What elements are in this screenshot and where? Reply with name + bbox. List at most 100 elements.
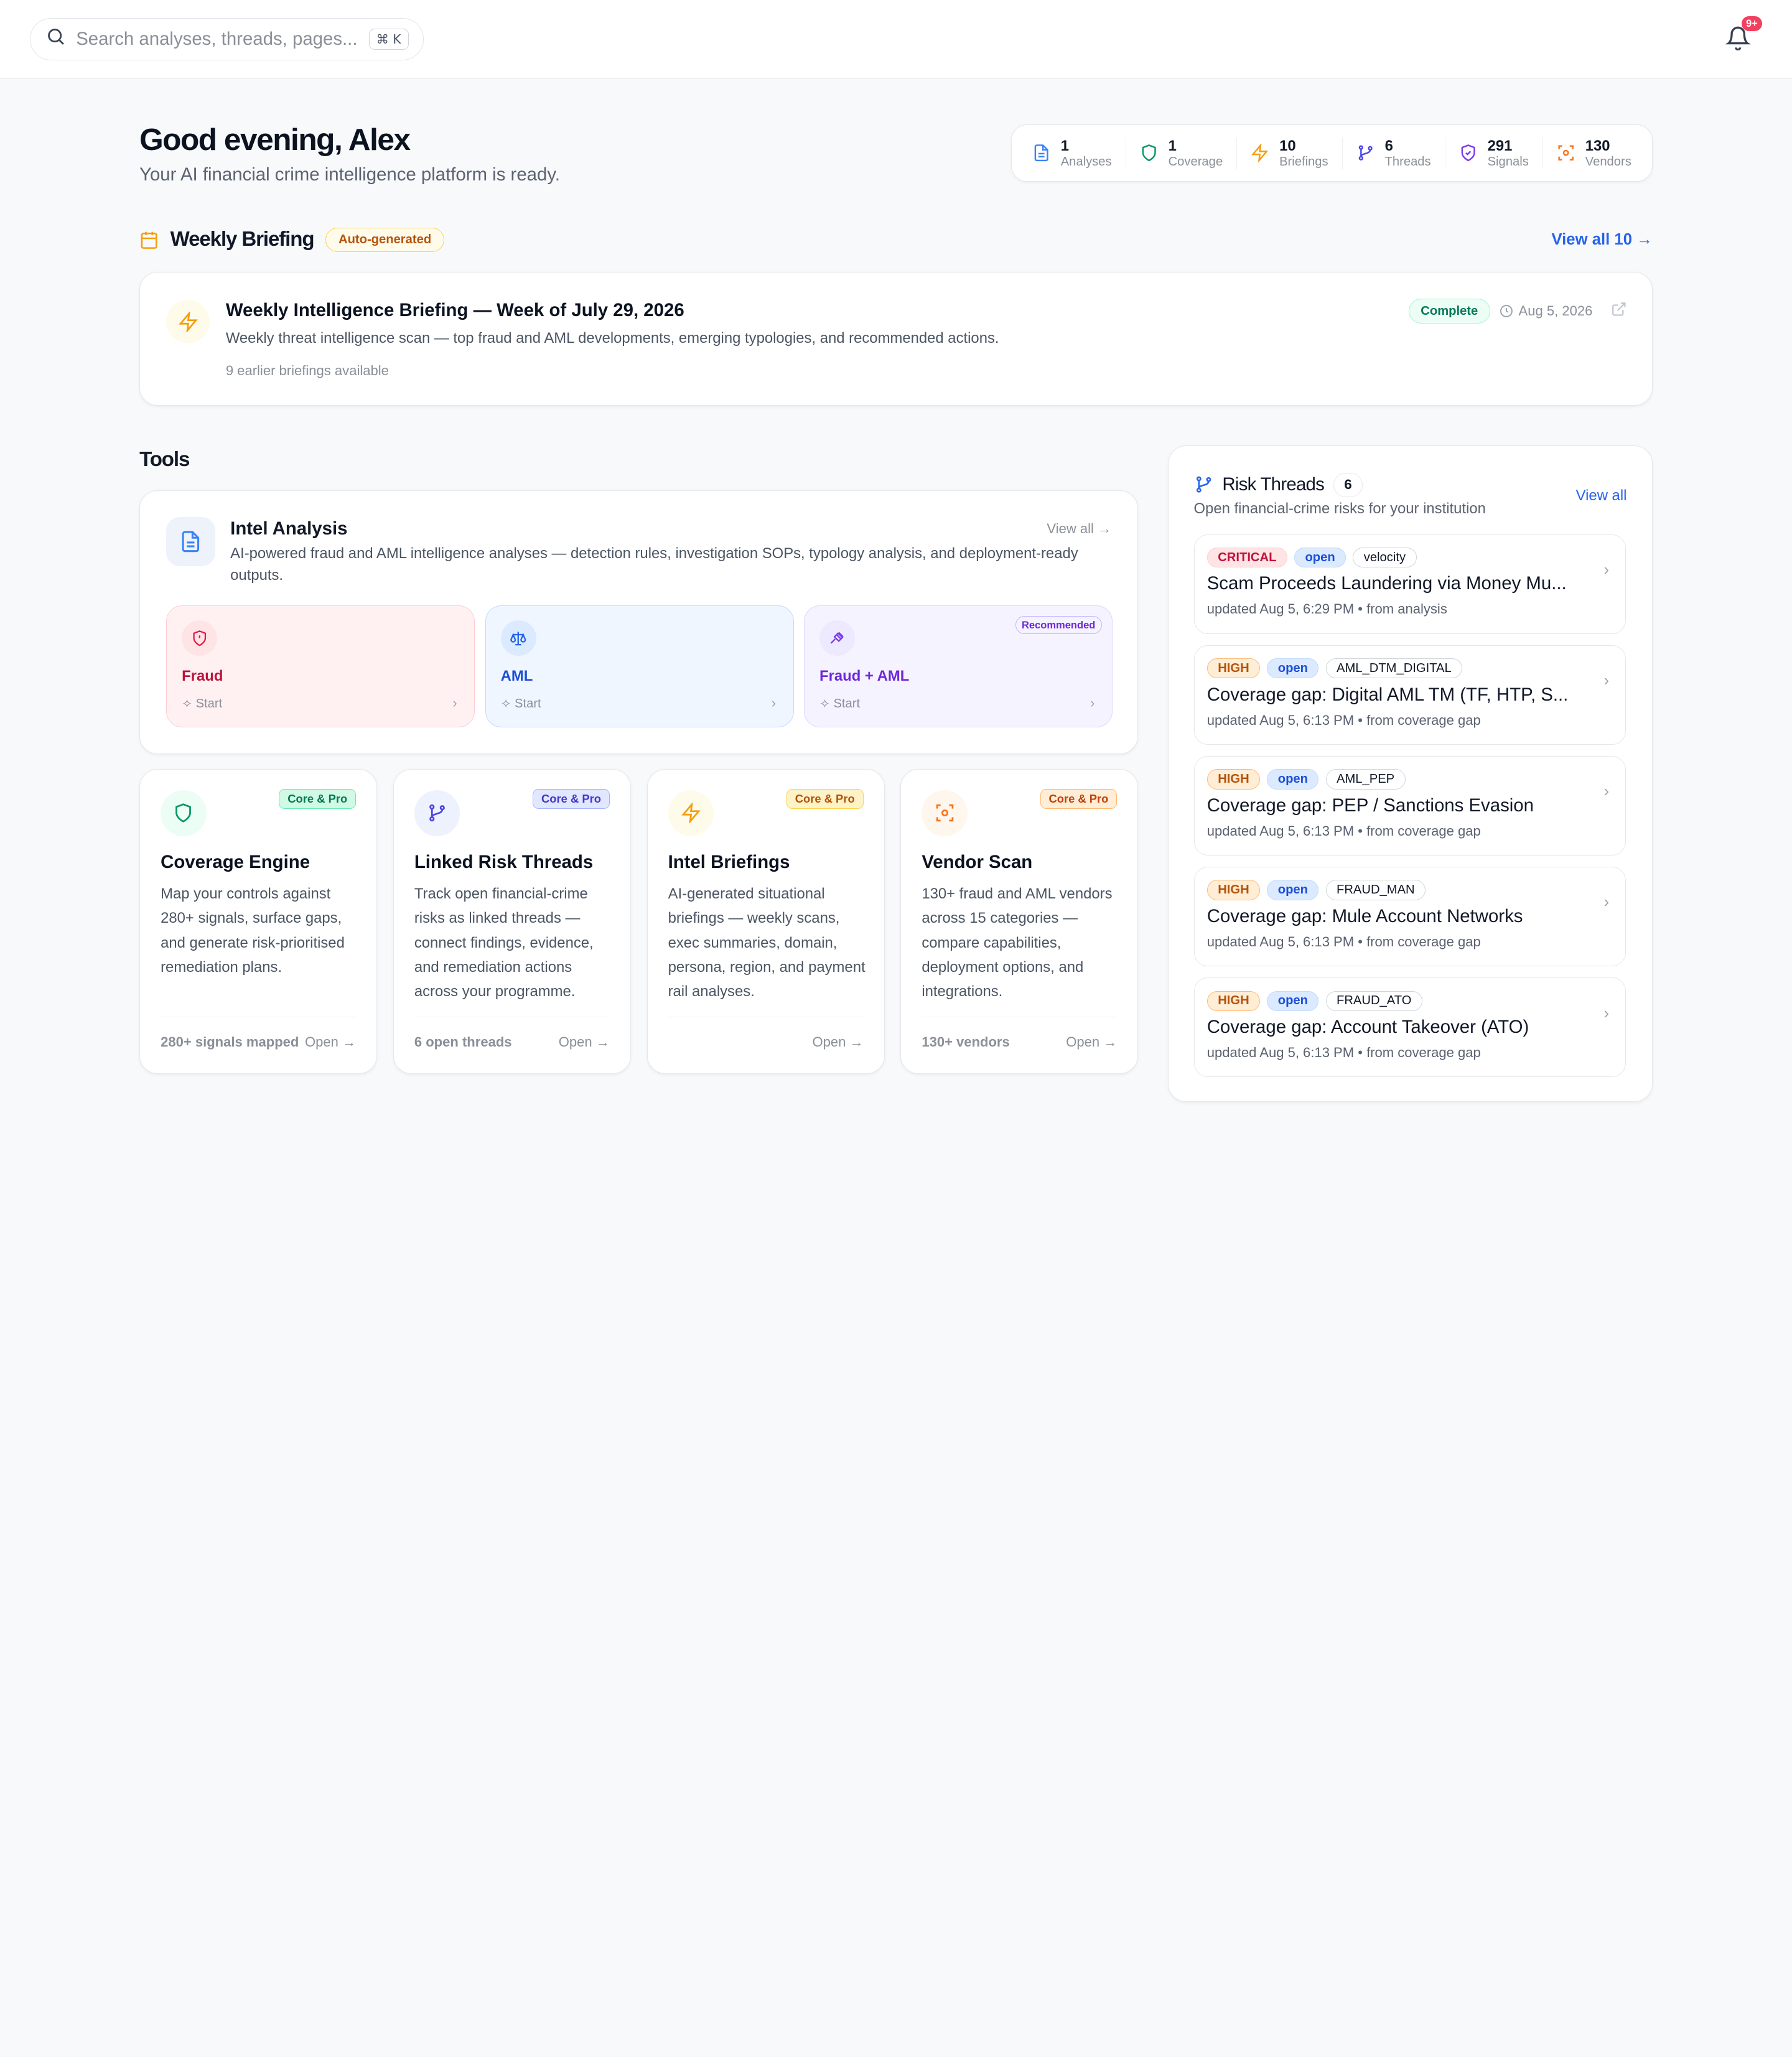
- tools-heading: Tools: [139, 447, 190, 471]
- dashboard-page: ⌘ K 9+ Good evening, Alex Your AI financ…: [0, 0, 1792, 1102]
- risk-threads-view-all[interactable]: View all: [1575, 487, 1627, 505]
- recommended-badge: Recommended: [1015, 616, 1102, 635]
- chevron-right-icon: ›: [1603, 672, 1610, 690]
- thread-meta: updated Aug 5, 6:13 PM • from coverage g…: [1206, 933, 1481, 949]
- thread-item[interactable]: CRITICAL open velocity Scam Proceeds Lau…: [1193, 534, 1626, 634]
- risk-threads-panel: Risk Threads 6 Open financial-crime risk…: [1168, 445, 1653, 1102]
- stat-signals[interactable]: 291 Signals: [1445, 137, 1543, 169]
- stat-vendors[interactable]: 130 Vendors: [1543, 138, 1645, 169]
- stat-label: Vendors: [1585, 154, 1631, 169]
- tier-badge: Core & Pro: [1040, 789, 1118, 809]
- chevron-right-icon: ›: [452, 694, 457, 711]
- external-link-icon[interactable]: [1611, 301, 1627, 322]
- tool-description: 130+ fraud and AML vendors across 15 cat…: [922, 885, 1113, 1001]
- intel-briefings-card[interactable]: Core & Pro Intel Briefings AI-generated …: [646, 769, 885, 1075]
- page-subtitle: Your AI financial crime intelligence pla…: [139, 164, 561, 185]
- status-badge: open: [1267, 769, 1319, 790]
- thread-title: Coverage gap: Account Takeover (ATO): [1206, 1017, 1529, 1038]
- open-link[interactable]: Open →: [1066, 1034, 1118, 1050]
- sparkle-icon: ✧: [500, 697, 511, 711]
- tool-name: Vendor Scan: [922, 852, 1033, 873]
- intel-title: Intel Analysis: [230, 518, 348, 539]
- stat-threads[interactable]: 6 Threads: [1343, 137, 1445, 169]
- vendor-icon-wrap: [922, 790, 968, 836]
- chevron-right-icon: ›: [1090, 694, 1095, 711]
- aml-option[interactable]: AML ✧ Start ›: [485, 605, 794, 728]
- tool-name: Intel Briefings: [668, 852, 790, 873]
- stat-analyses[interactable]: 1 Analyses: [1019, 137, 1126, 169]
- thread-meta: updated Aug 5, 6:13 PM • from coverage g…: [1206, 712, 1481, 728]
- scan-icon: [936, 805, 953, 822]
- thread-tags: CRITICAL open velocity: [1206, 547, 1613, 568]
- thread-title: Coverage gap: Mule Account Networks: [1206, 905, 1523, 926]
- document-icon: [1034, 144, 1048, 162]
- tool-stat: 280+ signals mapped: [161, 1034, 299, 1050]
- thread-meta: updated Aug 5, 6:29 PM • from analysis: [1206, 601, 1447, 617]
- clock-icon: [1500, 305, 1513, 318]
- branch-icon: [429, 805, 445, 822]
- thread-meta: updated Aug 5, 6:13 PM • from coverage g…: [1206, 1045, 1481, 1061]
- thread-item[interactable]: HIGH open AML_PEP Coverage gap: PEP / Sa…: [1193, 756, 1626, 856]
- option-name: AML: [500, 667, 533, 684]
- page-title: Good evening, Alex: [139, 121, 411, 157]
- fraud-aml-option[interactable]: Recommended Fraud + AML ✧ Start ›: [804, 605, 1113, 728]
- tool-stat: 6 open threads: [414, 1034, 512, 1050]
- greeting-block: Good evening, Alex Your AI financial cri…: [139, 121, 560, 185]
- view-all-briefings-link[interactable]: View all 10 →: [1551, 230, 1653, 248]
- lightning-icon: [1251, 144, 1269, 162]
- chevron-right-icon: ›: [1603, 893, 1610, 912]
- notifications-badge: 9+: [1741, 16, 1763, 31]
- thread-meta: updated Aug 5, 6:13 PM • from coverage g…: [1206, 823, 1481, 839]
- briefing-card[interactable]: Weekly Intelligence Briefing — Week of J…: [139, 272, 1653, 406]
- thread-item[interactable]: HIGH open AML_DTM_DIGITAL Coverage gap: …: [1193, 645, 1626, 745]
- briefing-description: Weekly threat intelligence scan — top fr…: [225, 329, 999, 347]
- tool-footer: 280+ signals mapped Open →: [161, 1016, 357, 1051]
- signal-tag: FRAUD_MAN: [1325, 880, 1426, 900]
- start-text: Start: [833, 696, 861, 711]
- tool-name: Linked Risk Threads: [414, 852, 594, 873]
- risk-threads-title: Risk Threads: [1222, 474, 1325, 495]
- vendor-scan-card[interactable]: Core & Pro Vendor Scan 130+ fraud and AM…: [900, 769, 1139, 1075]
- shield-check-icon: [1461, 144, 1475, 162]
- fraud-option[interactable]: Fraud ✧ Start ›: [166, 605, 475, 728]
- thread-item[interactable]: HIGH open FRAUD_ATO Coverage gap: Accoun…: [1193, 977, 1626, 1078]
- tier-badge: Core & Pro: [533, 789, 610, 809]
- lightning-icon: [178, 311, 198, 332]
- linked-risk-threads-card[interactable]: Core & Pro Linked Risk Threads Track ope…: [393, 769, 631, 1075]
- open-link[interactable]: Open →: [558, 1034, 610, 1050]
- stat-briefings[interactable]: 10 Briefings: [1237, 137, 1343, 169]
- chevron-right-icon: ›: [1603, 1004, 1610, 1022]
- thread-tags: HIGH open AML_DTM_DIGITAL: [1206, 658, 1613, 679]
- thread-tags: HIGH open AML_PEP: [1206, 769, 1613, 790]
- status-badge: open: [1267, 880, 1319, 900]
- stat-label: Threads: [1384, 154, 1431, 169]
- search-box[interactable]: ⌘ K: [29, 17, 424, 60]
- gavel-icon: [830, 632, 844, 644]
- tool-description: Track open financial-crime risks as link…: [414, 885, 594, 1001]
- status-badge: open: [1267, 658, 1319, 679]
- document-icon: [182, 531, 200, 553]
- search-input[interactable]: [76, 28, 359, 50]
- start-label: ✧ Start: [182, 696, 222, 712]
- top-bar: ⌘ K 9+: [0, 0, 1792, 79]
- auto-generated-badge: Auto-generated: [325, 227, 445, 253]
- tool-stat: 130+ vendors: [922, 1034, 1010, 1050]
- fraud-aml-icon: [819, 620, 855, 656]
- tool-name: Coverage Engine: [161, 852, 310, 873]
- thread-item[interactable]: HIGH open FRAUD_MAN Coverage gap: Mule A…: [1193, 867, 1626, 966]
- notifications-button[interactable]: 9+: [1725, 16, 1763, 53]
- open-link[interactable]: Open →: [304, 1034, 357, 1050]
- risk-threads-subtitle: Open financial-crime risks for your inst…: [1193, 500, 1486, 517]
- coverage-engine-card[interactable]: Core & Pro Coverage Engine Map your cont…: [139, 769, 378, 1075]
- intel-analysis-card: Intel Analysis AI-powered fraud and AML …: [139, 490, 1139, 755]
- tool-cards: Core & Pro Coverage Engine Map your cont…: [139, 769, 1139, 1075]
- intel-view-all-link[interactable]: View all →: [1047, 520, 1112, 536]
- option-name: Fraud: [182, 667, 223, 684]
- stat-value: 1: [1168, 137, 1177, 154]
- stat-value: 130: [1585, 137, 1610, 154]
- stat-value: 6: [1384, 137, 1393, 154]
- tool-description: Map your controls against 280+ signals, …: [161, 885, 345, 976]
- stat-coverage[interactable]: 1 Coverage: [1126, 137, 1238, 169]
- tier-badge: Core & Pro: [786, 789, 864, 809]
- open-link[interactable]: Open →: [812, 1034, 864, 1050]
